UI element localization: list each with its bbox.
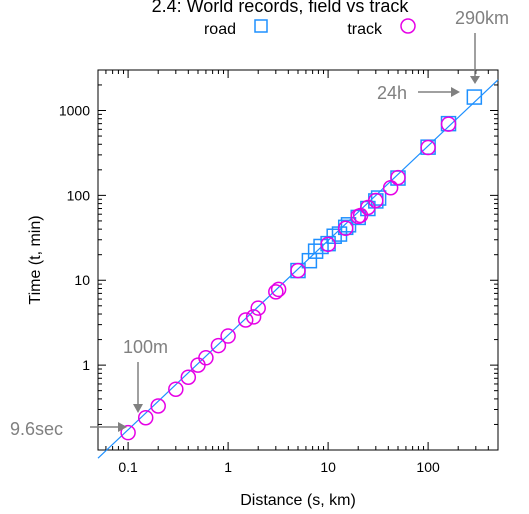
- track-point: [120, 424, 136, 441]
- annotation-100m: 100m: [123, 337, 168, 357]
- x-axis-label: Distance (s, km): [240, 492, 356, 509]
- chart-title: 2.4: World records, field vs track: [152, 0, 410, 16]
- arrowhead-100m: [133, 404, 143, 413]
- track-point: [220, 328, 236, 344]
- track-point: [237, 312, 254, 328]
- arrowhead-24h: [451, 87, 460, 97]
- legend-label-road: road: [204, 21, 236, 38]
- y-axis-label: Time (t, min): [27, 215, 44, 304]
- track-point: [168, 381, 184, 397]
- annotation-24h: 24h: [377, 83, 407, 103]
- ticks-layer: 0.1 1 10 100 1 10 100 1000: [59, 69, 499, 475]
- fit-layer: [97, 79, 499, 459]
- track-point: [198, 350, 214, 366]
- x-tick-label: 1: [224, 459, 232, 475]
- track-point: [180, 369, 197, 385]
- road-point: [326, 228, 342, 244]
- y-tick-label: 10: [74, 272, 90, 288]
- fit-line: [97, 79, 499, 459]
- track-point: [420, 139, 436, 156]
- road-point: [370, 190, 387, 206]
- track-point: [250, 300, 266, 316]
- road-point: [466, 89, 483, 105]
- x-tick-label: 0.1: [118, 459, 138, 475]
- track-point: [150, 398, 166, 414]
- track-point: [270, 281, 287, 298]
- track-point: [337, 220, 354, 236]
- y-tick-label: 1000: [59, 102, 90, 118]
- track-point: [210, 337, 227, 354]
- track-point: [137, 409, 154, 426]
- annotation-9-6sec: 9.6sec: [10, 419, 63, 439]
- road-point: [301, 252, 318, 269]
- arrowhead-290km: [470, 76, 480, 84]
- annotation-290km: 290km: [455, 8, 509, 28]
- track-point: [190, 357, 206, 373]
- legend-marker-track: [400, 18, 416, 34]
- marks-layer: [120, 89, 483, 441]
- arrowhead-9-6sec: [118, 422, 127, 432]
- track-point: [368, 192, 384, 209]
- legend-label-track: track: [347, 21, 383, 38]
- track-point: [320, 236, 336, 253]
- x-tick-label: 100: [416, 459, 440, 475]
- legend: road track: [204, 18, 416, 38]
- y-tick-label: 100: [67, 187, 91, 203]
- track-point: [390, 169, 406, 186]
- legend-marker-road: [254, 19, 268, 33]
- plot-frame: [97, 69, 499, 451]
- annotations: 290km 24h 100m 9.6sec: [10, 8, 509, 439]
- track-point: [245, 309, 262, 325]
- track-point: [290, 262, 306, 279]
- track-point: [440, 116, 457, 132]
- x-tick-label: 10: [320, 459, 336, 475]
- y-tick-label: 1: [82, 357, 90, 373]
- track-point: [268, 284, 284, 300]
- track-point: [382, 179, 399, 196]
